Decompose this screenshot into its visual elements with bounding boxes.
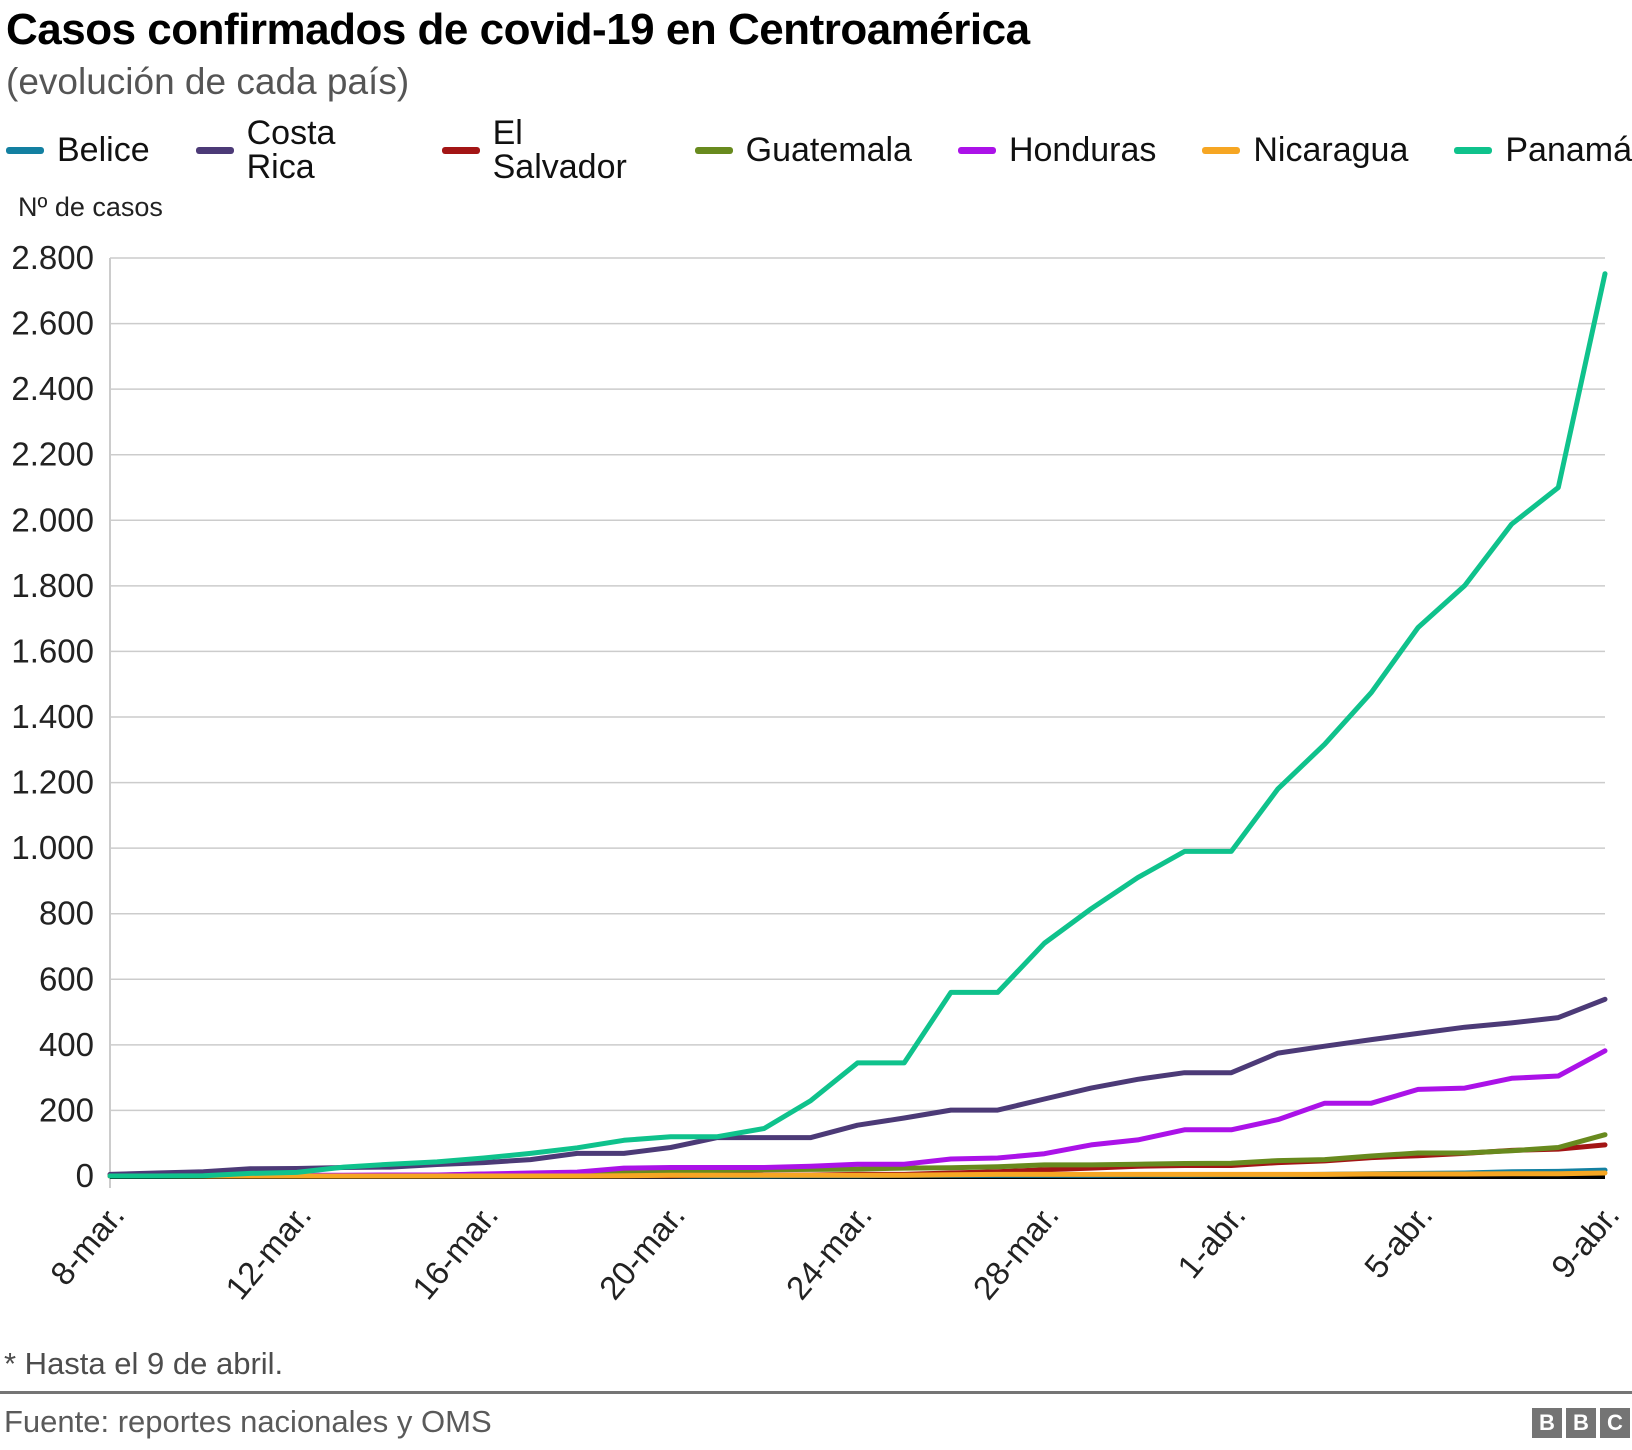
x-tick-mar: 12-mar. [218,1197,318,1306]
legend-item-belice: Belice [6,133,150,167]
legend-label-nicaragua: Nicaragua [1253,131,1409,169]
legend-swatch-guatemala [694,146,733,154]
y-tick-1.000: 1.000 [11,829,94,866]
legend-item-panama: Panamá [1454,133,1632,167]
y-tick-0: 0 [76,1157,94,1194]
legend-swatch-panama [1454,146,1493,154]
legend-label-belice: Belice [57,131,150,169]
y-tick-1.200: 1.200 [11,764,94,801]
bbc-logo-letter-1: B [1532,1408,1562,1438]
line-chart: 0 200 400 600 800 1.000 1.200 1.400 1.600 1.800 2.… [11,239,1626,1306]
x-tick-abr: 5-abr. [1357,1197,1440,1285]
x-tick-mar: 16-mar. [405,1197,505,1306]
y-tick-800: 800 [39,895,94,932]
bbc-logo-letter-2: B [1566,1408,1596,1438]
legend-label-guatemala: Guatemala [745,131,912,169]
x-tick-mar: 8-mar. [43,1197,131,1292]
x-tick-labels: 8-mar. 12-mar. 16-mar. 20-mar. 24-mar. 28-mar… [43,1197,1626,1306]
y-tick-400: 400 [39,1026,94,1063]
x-tick-mar: 28-mar. [965,1197,1065,1306]
source-credit: Fuente: reportes nacionales y OMS [4,1404,492,1439]
legend-label-panama: Panamá [1505,131,1632,169]
y-tick-1.400: 1.400 [11,698,94,735]
line-panama [107,271,1608,1179]
legend-swatch-costarica [195,146,234,154]
y-tick-1.800: 1.800 [11,567,94,604]
legend-item-costarica: Costa Rica [195,114,396,186]
legend-label-honduras: Honduras [1008,131,1157,169]
legend-label-elsalvador: El Salvador [492,114,627,186]
legend-swatch-honduras [957,146,996,154]
footer-divider [0,1391,1632,1394]
legend: Belice Costa Rica El Salvador Guatemala Hond… [6,116,1632,184]
gridlines [110,257,1605,1112]
legend-swatch-belice [6,146,44,154]
x-tick-abr: 9-abr. [1544,1197,1627,1285]
y-axis-title: Nº de casos [18,192,163,222]
legend-item-guatemala: Guatemala [694,131,912,169]
y-tick-2.200: 2.200 [11,436,94,473]
line-costarica [107,996,1608,1177]
y-tick-200: 200 [39,1091,94,1128]
legend-item-honduras: Honduras [957,131,1157,169]
x-tick-abr: 1-abr. [1170,1197,1253,1285]
bbc-logo-letter-3: C [1600,1408,1630,1438]
y-tick-2.800: 2.800 [11,239,94,276]
page-title: Casos confirmados de covid-19 en Centroa… [6,5,1030,54]
line-nicaragua [107,1170,1608,1179]
legend-label-costarica: Costa Rica [246,114,336,186]
y-tick-2.400: 2.400 [11,370,94,407]
y-tick-1.600: 1.600 [11,632,94,669]
legend-item-nicaragua: Nicaragua [1202,133,1408,167]
y-tick-2.600: 2.600 [11,305,94,342]
footnote: * Hasta el 9 de abril. [4,1346,284,1381]
y-tick-2.000: 2.000 [11,501,94,538]
page-subtitle: (evolución de cada país) [6,61,410,102]
legend-swatch-elsalvador [441,146,480,154]
legend-item-elsalvador: El Salvador [441,114,649,186]
y-tick-labels: 0 200 400 600 800 1.000 1.200 1.400 1.600 1.800 2.… [11,239,94,1194]
legend-swatch-nicaragua [1202,146,1241,154]
x-tick-mar: 20-mar. [592,1197,692,1306]
y-tick-600: 600 [39,960,94,997]
x-tick-mar: 24-mar. [779,1197,879,1306]
